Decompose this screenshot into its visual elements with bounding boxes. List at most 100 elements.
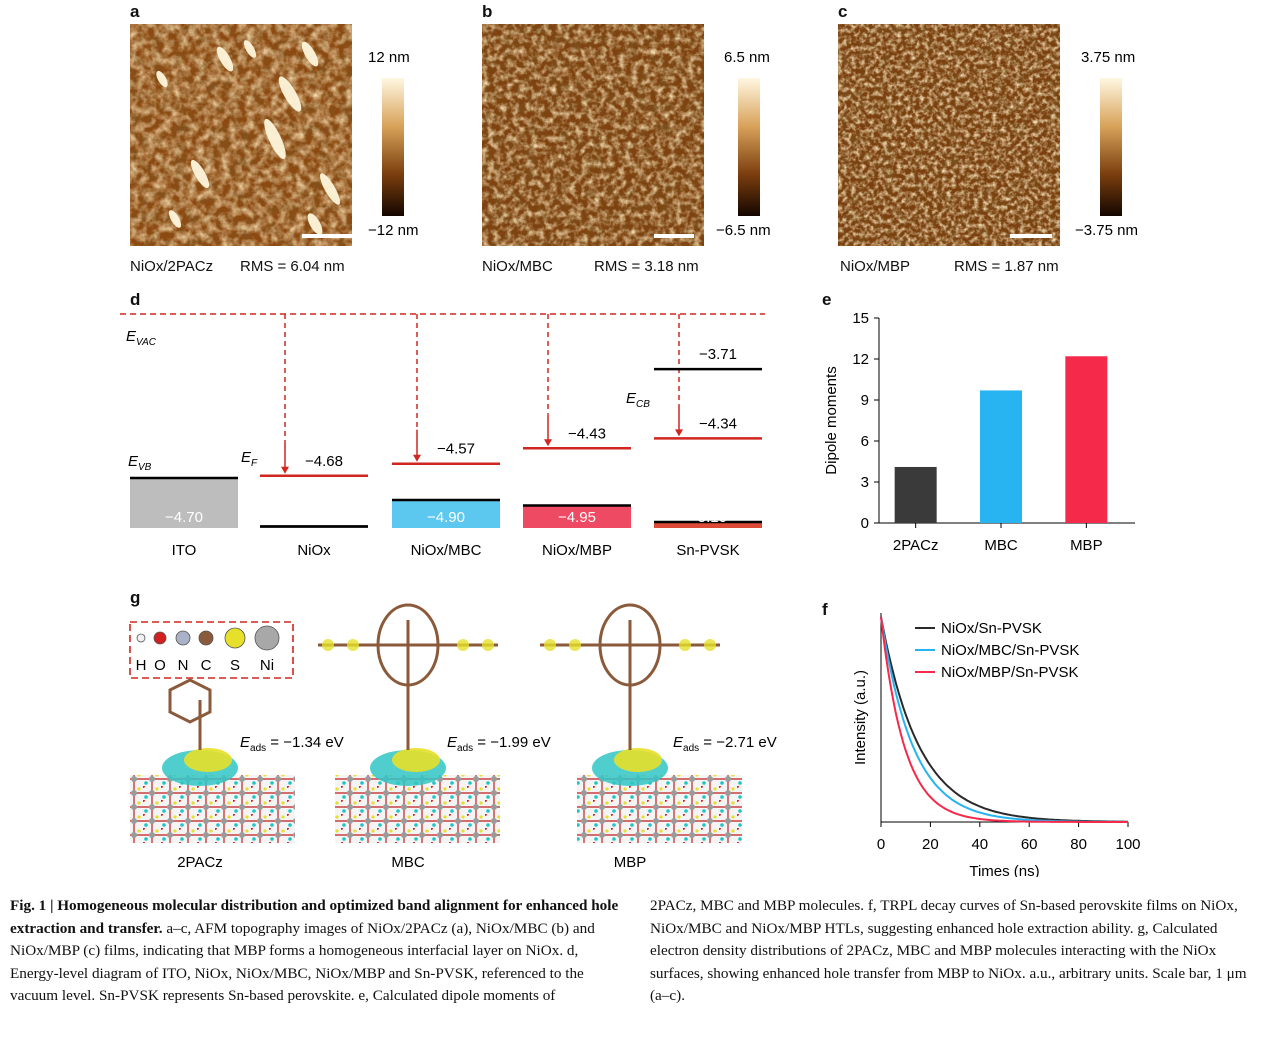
- material-label-4: Sn-PVSK: [676, 542, 739, 559]
- eads-label-1: Eads = −1.99 eV: [447, 734, 551, 754]
- material-label-3: NiOx/MBP: [542, 542, 612, 559]
- colorbar-a: 12 nm −12 nm: [368, 49, 418, 239]
- density-spot-2-1: [569, 639, 581, 651]
- atom-C-label: C: [201, 657, 212, 674]
- afm-rms-c: RMS = 1.87 nm: [954, 258, 1059, 275]
- e-ytick-label: 12: [852, 351, 869, 368]
- e-ytick-label: 9: [861, 392, 869, 409]
- vb-value-2: −4.90: [427, 509, 465, 526]
- e-ytick-label: 0: [861, 515, 869, 532]
- e-ylabel: Dipole moments: [823, 366, 840, 474]
- atom-C-icon: [198, 630, 214, 646]
- vb-value-4: −5.10: [689, 509, 727, 526]
- colorbar-b-min: −6.5 nm: [716, 222, 771, 239]
- density-spot-2-0: [544, 639, 556, 651]
- figure-caption-col2: 2PACz, MBC and MBP molecules. f, TRPL de…: [650, 897, 1247, 1004]
- density-spot-1-2: [457, 639, 469, 651]
- f-ylabel: Intensity (a.u.): [852, 670, 869, 765]
- panel-label-b: b: [482, 2, 493, 21]
- colorbar-a-max: 12 nm: [368, 49, 410, 66]
- afm-title-c: NiOx/MBP: [840, 258, 911, 275]
- f-legend-label-0: NiOx/Sn-PVSK: [941, 620, 1042, 637]
- f-xtick-label: 80: [1070, 836, 1087, 853]
- vb-block-2: [392, 500, 500, 528]
- molecule-MBC: MBC Eads = −1.99 eV: [318, 603, 551, 871]
- caption-fig-label: Fig. 1 | Homogeneous molecular distribut…: [10, 897, 619, 937]
- cb-value-4: −3.71: [699, 346, 737, 363]
- panel-label-a: a: [130, 2, 140, 21]
- vb-block-4: [654, 522, 762, 528]
- atom-legend-box: [129, 621, 294, 679]
- ef-arrowhead-4: [675, 429, 683, 437]
- atom-N-label: N: [178, 657, 189, 674]
- ecb-label: ECB: [626, 390, 650, 410]
- density-spot-1-0: [322, 639, 334, 651]
- scale-bar-b: [654, 234, 694, 238]
- colorbar-a-min: −12 nm: [368, 222, 418, 239]
- f-legend-label-2: NiOx/MBP/Sn-PVSK: [941, 664, 1079, 681]
- colorbar-c-max: 3.75 nm: [1081, 49, 1135, 66]
- e-xtick-label: MBC: [984, 537, 1018, 554]
- molecule-label-0: 2PACz: [177, 854, 223, 871]
- e-bar-MBP: [1065, 356, 1108, 523]
- f-xtick-label: 40: [971, 836, 988, 853]
- vb-block-3: [523, 505, 631, 528]
- vb-block-0: [130, 478, 238, 528]
- atom-Ni-icon: [254, 625, 280, 651]
- afm-rms-a: RMS = 6.04 nm: [240, 258, 345, 275]
- atom-O-label: O: [154, 657, 166, 674]
- f-series-2: [880, 616, 1128, 823]
- colorbar-b-max: 6.5 nm: [724, 49, 770, 66]
- nio-slab-0: [130, 775, 295, 843]
- colorbar-c: 3.75 nm −3.75 nm: [1075, 49, 1138, 239]
- carbazole-ring: [168, 678, 212, 724]
- atom-S-icon: [224, 627, 246, 649]
- ef-label: EF: [241, 449, 258, 469]
- ef-arrowhead-1: [281, 466, 289, 474]
- density-spot-1-1: [347, 639, 359, 651]
- ef-arrowhead-3: [544, 439, 552, 447]
- vb-value-3: −4.95: [558, 509, 596, 526]
- panel-label-d: d: [130, 290, 141, 309]
- eads-label-2: Eads = −2.71 eV: [673, 734, 777, 754]
- colorbar-c-min: −3.75 nm: [1075, 222, 1138, 239]
- f-xlabel: Times (ns): [969, 863, 1039, 877]
- density-lobe-1: [392, 748, 440, 772]
- vb-value-0: −4.70: [165, 509, 203, 526]
- e-ytick-label: 3: [861, 474, 869, 491]
- afm-rms-b: RMS = 3.18 nm: [594, 258, 699, 275]
- ef-value-2: −4.57: [437, 441, 475, 458]
- panel-label-f: f: [822, 600, 828, 619]
- ef-value-1: −4.68: [305, 453, 343, 470]
- density-spot-2-2: [679, 639, 691, 651]
- afm-image-b: [482, 24, 704, 246]
- e-ytick-label: 6: [861, 433, 869, 450]
- scale-bar-c: [1010, 234, 1052, 238]
- f-xtick-label: 0: [877, 836, 885, 853]
- dipole-bar-chart: 0 3 6 9 12 15 2PACz MBC MBP Dipole moments: [823, 310, 1135, 554]
- energy-level-diagram: EVAC EVB EF ECB −4.70 ITO −5.14 NiOx −4.68 −4…: [120, 313, 765, 559]
- e-ytick-label: 15: [852, 310, 869, 327]
- density-lobe-0: [184, 748, 232, 772]
- e-xtick-label: MBP: [1070, 537, 1103, 554]
- ef-value-4: −4.34: [699, 415, 737, 432]
- figure-caption-col1: Fig. 1 | Homogeneous molecular distribut…: [10, 895, 622, 1008]
- f-xtick-label: 60: [1021, 836, 1038, 853]
- caption-col1-text: a–c, AFM topography images of NiOx/2PACz…: [10, 919, 595, 1005]
- afm-image-a: [130, 24, 352, 246]
- panel-label-g: g: [130, 588, 141, 607]
- f-legend-label-1: NiOx/MBC/Sn-PVSK: [941, 642, 1079, 659]
- eads-label-0: Eads = −1.34 eV: [240, 734, 344, 754]
- evac-label: EVAC: [126, 328, 157, 348]
- f-xtick-label: 20: [922, 836, 939, 853]
- atom-H-icon: [136, 633, 146, 643]
- panel-label-e: e: [822, 290, 832, 309]
- electron-density-panel: H O N C S Ni 2PACz Eads = −1.34 eV MBC Eads = −1…: [129, 603, 777, 871]
- molecule-MBP: MBP Eads = −2.71 eV: [540, 603, 777, 871]
- afm-title-a: NiOx/2PACz: [130, 258, 214, 275]
- f-xtick-label: 100: [1115, 836, 1140, 853]
- density-spot-1-3: [482, 639, 494, 651]
- material-label-1: NiOx: [297, 542, 331, 559]
- molecule-label-1: MBC: [391, 854, 425, 871]
- ef-arrowhead-2: [413, 454, 421, 462]
